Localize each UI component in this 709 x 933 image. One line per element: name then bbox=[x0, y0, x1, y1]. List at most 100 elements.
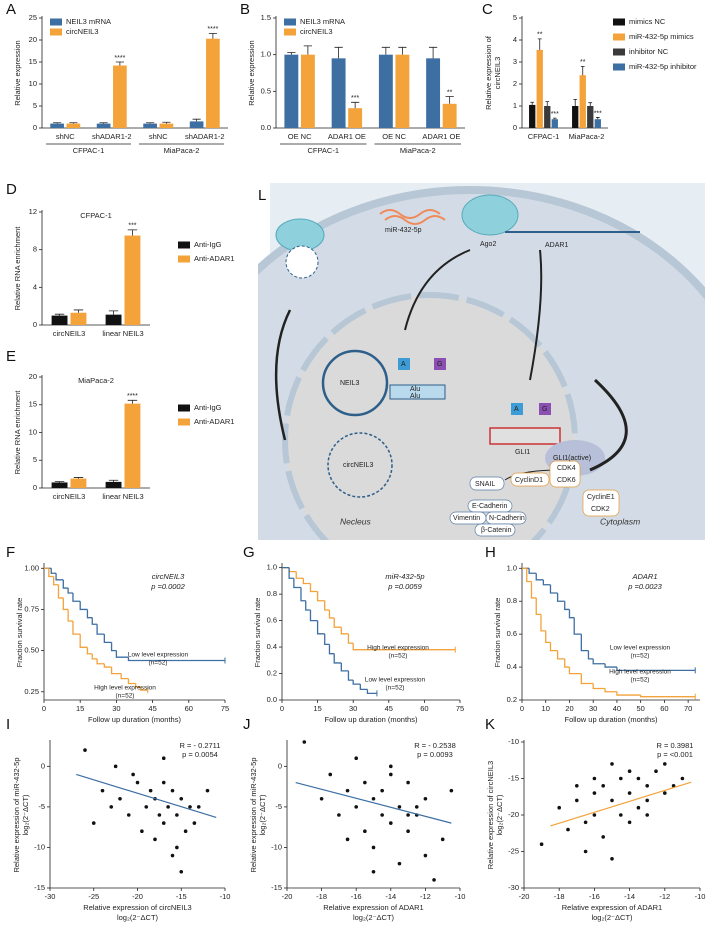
alu-duplex bbox=[389, 384, 446, 400]
point bbox=[601, 784, 605, 788]
x-tick-label: -12 bbox=[659, 892, 670, 901]
box bbox=[474, 523, 516, 537]
y-tick-label: 15 bbox=[29, 400, 37, 409]
y-tick-label: -15 bbox=[34, 883, 45, 892]
y-tick-label: 1.0 bbox=[267, 563, 277, 572]
legend-label: circNEIL3 bbox=[66, 27, 99, 36]
panel-label: A bbox=[6, 1, 16, 18]
x-axis-label: Follow up duration (months) bbox=[325, 715, 418, 724]
bar bbox=[124, 235, 141, 325]
survival-step bbox=[288, 567, 297, 573]
legend-swatch bbox=[613, 33, 625, 41]
point bbox=[627, 769, 632, 773]
panel-label: I bbox=[6, 716, 10, 733]
y-tick-label: 5 bbox=[33, 101, 37, 110]
y-tick-label: 2 bbox=[513, 79, 517, 88]
survival-step bbox=[86, 609, 93, 619]
point bbox=[337, 813, 341, 817]
bar bbox=[594, 119, 601, 128]
point bbox=[432, 878, 436, 882]
survival-step bbox=[573, 617, 582, 635]
x-tick-label: -18 bbox=[554, 892, 565, 901]
error-bar bbox=[552, 117, 557, 120]
error-bar bbox=[146, 122, 155, 124]
survival-step bbox=[67, 588, 73, 594]
survival-step bbox=[139, 686, 148, 691]
panel-label: L bbox=[258, 187, 266, 204]
point bbox=[389, 772, 393, 777]
p-value: p =0.0002 bbox=[150, 582, 185, 591]
degraded-rna bbox=[285, 245, 319, 279]
significance-label: *** bbox=[351, 95, 359, 102]
legend-swatch bbox=[613, 63, 625, 71]
diagram-label: CyclinD1 bbox=[515, 477, 543, 484]
p-value: p = <0.001 bbox=[657, 750, 693, 759]
point bbox=[148, 788, 153, 793]
point bbox=[592, 776, 597, 781]
x-axis-label: Relative expression of circNEIL3 bbox=[83, 903, 191, 912]
point bbox=[389, 821, 393, 825]
x-tick-label: -16 bbox=[589, 892, 600, 901]
survival-step bbox=[352, 680, 361, 685]
diagram-label: G bbox=[542, 406, 547, 413]
bar bbox=[105, 481, 122, 488]
chart-title: CFPAC-1 bbox=[80, 211, 112, 220]
x-tick-label: 0 bbox=[42, 704, 46, 713]
survival-step bbox=[616, 667, 641, 672]
point bbox=[645, 813, 649, 817]
significance-label: ** bbox=[580, 59, 586, 66]
y-tick-label: -5 bbox=[38, 802, 45, 811]
diagram-panel: L bbox=[258, 183, 705, 540]
x-axis-label: Follow up duration (months) bbox=[88, 715, 181, 724]
survival-step bbox=[616, 691, 641, 696]
point bbox=[636, 776, 641, 781]
bar bbox=[426, 58, 441, 129]
panel-label: G bbox=[243, 544, 255, 561]
axis-line bbox=[43, 563, 225, 701]
survival-step bbox=[288, 567, 294, 579]
point bbox=[345, 788, 350, 793]
survival-step bbox=[79, 634, 88, 648]
survival-step bbox=[293, 578, 301, 589]
y-axis-label: Relative expression of circNEIL3 bbox=[486, 761, 495, 869]
survival-step bbox=[587, 650, 594, 660]
diagram-label: N-Cadherin bbox=[489, 515, 525, 522]
arrow bbox=[589, 378, 628, 472]
panel-label: E bbox=[6, 348, 16, 365]
point bbox=[113, 764, 118, 769]
y-tick-label: 4 bbox=[513, 35, 517, 44]
survival-step bbox=[316, 591, 325, 602]
survival-step bbox=[347, 670, 354, 681]
error-bar bbox=[99, 122, 108, 124]
point bbox=[663, 791, 667, 795]
y-axis-label: log₂(2⁻ΔCT) bbox=[21, 794, 30, 836]
significance-label: **** bbox=[207, 26, 218, 33]
survival-step bbox=[110, 642, 117, 652]
legend-swatch bbox=[50, 28, 62, 36]
y-tick-label: 0 bbox=[278, 761, 282, 770]
survival-step bbox=[57, 584, 64, 599]
mirna-strand bbox=[379, 209, 441, 219]
error-bar bbox=[208, 33, 217, 39]
error-bar bbox=[595, 117, 600, 120]
diagram-label: CDK2 bbox=[591, 506, 610, 513]
series-count: (n=52) bbox=[631, 677, 650, 684]
point bbox=[188, 805, 192, 809]
y-tick-label: 20 bbox=[29, 372, 37, 381]
x-tick-label: -10 bbox=[455, 892, 466, 901]
diagram-label: Alu bbox=[410, 386, 420, 393]
point bbox=[135, 780, 140, 785]
series-count: (n=52) bbox=[631, 653, 650, 660]
x-tick-label: 60 bbox=[185, 704, 193, 713]
diagram-label: NEIL3 bbox=[340, 380, 360, 387]
bar bbox=[70, 478, 87, 488]
y-axis-label: Relative RNA enrichment bbox=[13, 226, 22, 311]
legend-swatch bbox=[284, 18, 296, 26]
group-label: MiaPaca-2 bbox=[164, 146, 200, 155]
arrow bbox=[274, 309, 292, 441]
series-label: Low level expression bbox=[610, 645, 671, 652]
error-bar bbox=[108, 310, 119, 315]
error-bar bbox=[162, 121, 171, 124]
bar bbox=[378, 54, 393, 128]
y-tick-label: -10 bbox=[508, 737, 519, 746]
